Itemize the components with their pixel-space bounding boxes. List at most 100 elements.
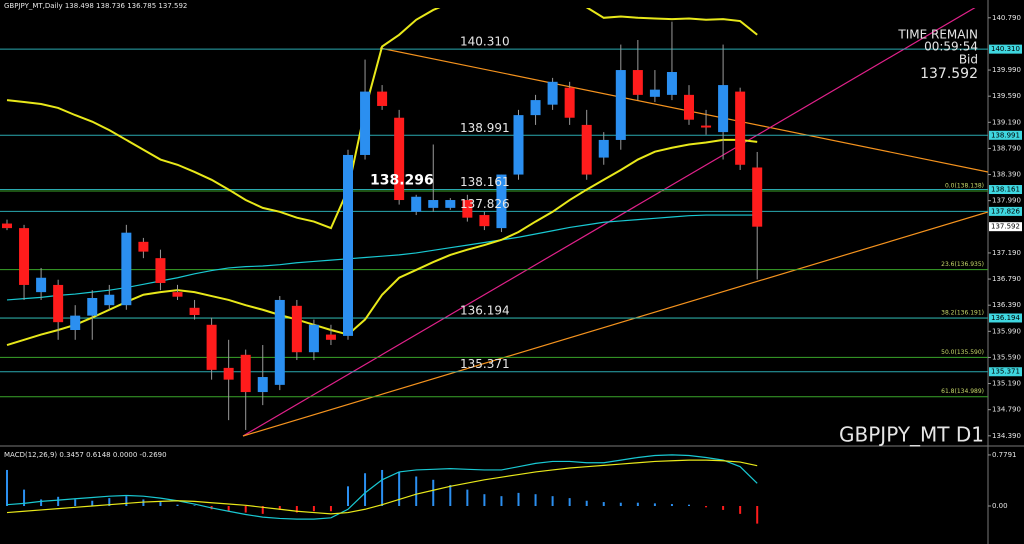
candle-body [701,125,712,128]
candle-body [684,94,694,120]
level-axis-box [989,206,1022,216]
level-axis-box [989,185,1022,195]
candle-body [121,232,132,306]
candle-body [377,91,388,106]
level-label: 136.194 [460,303,510,317]
ohlc-low: 136.785 [127,2,156,10]
candle-body [530,100,541,116]
candle-body [411,196,422,212]
y-tick-label: 139.190 [992,118,1021,126]
signal-line [6,459,758,515]
candle-body [735,91,746,165]
bid-axis-box [989,222,1022,232]
candle-body [649,89,660,97]
fib-label: 38.2(136.191) [941,310,984,317]
y-tick-label: 134.790 [992,406,1021,414]
plot-layer: 0.0(138.138) 23.6(136.935) 38.2(136.191) 50… [0,8,1022,524]
candle-body [291,305,302,353]
annotation: 138.296 [370,173,434,189]
candle-body [394,117,405,201]
candle-body [428,200,439,208]
y-tick-label: 140.790 [992,14,1021,22]
level-label: 135.371 [460,357,510,371]
y-tick-label: 136.790 [992,275,1021,283]
trendline [242,8,976,437]
candle-body [104,294,115,306]
candle-body [718,85,729,133]
candle-body [632,70,643,95]
candle-body [360,91,371,155]
candle-body [155,258,166,283]
y-tick-label: 137.990 [992,197,1021,205]
level-axis-box [989,367,1022,377]
candle-body [308,324,319,353]
y-tick-label: 136.390 [992,301,1021,309]
candle-body [19,228,30,285]
level-label: 137.826 [460,197,510,211]
ohlc-open: 138.498 [65,2,94,10]
level-axis-label: 136.194 [991,314,1020,322]
candle-body [445,200,456,208]
candle-body [462,200,473,218]
indicator-line [6,8,758,230]
candle-body [343,154,353,336]
candle-body [206,324,217,370]
candle-body [274,299,285,385]
candle-body [223,367,234,380]
level-label: 140.310 [460,35,510,49]
candle-body [240,354,251,393]
y-tick-label: 139.590 [992,92,1021,100]
candle-body [172,292,183,297]
candle-body [615,70,626,140]
fib-label: 61.8(134.989) [941,388,984,395]
candle-body [496,174,507,229]
level-label: 138.161 [460,175,510,189]
candle-body [325,334,336,340]
level-axis-label: 138.161 [991,186,1020,194]
fib-label: 0.0(138.138) [945,183,984,190]
indicator-line [6,138,758,346]
candle-body [752,167,763,227]
candle-body [513,115,524,175]
candle-body [598,139,609,158]
level-axis-box [989,44,1022,54]
y-tick-label: 135.990 [992,327,1021,335]
fib-label: 23.6(136.935) [941,261,984,268]
candle-body [547,81,558,105]
y-tick-label: 135.590 [992,353,1021,361]
y-tick-label: 0.00 [992,502,1008,510]
level-label: 138.991 [460,121,510,135]
y-tick-label: 138.390 [992,171,1021,179]
bid-value: 137.592 [920,66,978,82]
candle-body [257,377,268,393]
y-tick-label: 0.7791 [992,451,1017,459]
macd-plot [6,454,759,524]
trendline [242,211,988,437]
level-axis-label: 138.991 [991,131,1020,139]
candle-body [479,215,490,227]
time-remain: 00:59:54 [924,40,978,54]
fib-label: 50.0(135.590) [941,349,984,356]
ohlc-close: 137.592 [158,2,187,10]
bid-axis-label: 137.592 [991,223,1020,231]
candle-body [2,223,12,229]
level-axis-box [989,313,1022,323]
price-plot [0,8,988,430]
macd-line [6,454,758,520]
candle-body [53,284,64,323]
y-tick-label: 135.190 [992,380,1021,388]
symbol-label: GBPJPY_MT D1 [839,423,984,447]
candle-body [666,72,677,95]
candle-body [189,307,200,315]
bid-label: Bid [959,53,978,67]
level-axis-label: 140.310 [991,45,1020,53]
candle-body [87,298,98,316]
indicator-line [6,214,758,301]
y-tick-label: 137.190 [992,249,1021,257]
level-axis-label: 137.826 [991,207,1020,215]
y-tick-label: 139.990 [992,66,1021,74]
level-axis-box [989,130,1022,140]
level-axis-label: 135.371 [991,368,1020,376]
